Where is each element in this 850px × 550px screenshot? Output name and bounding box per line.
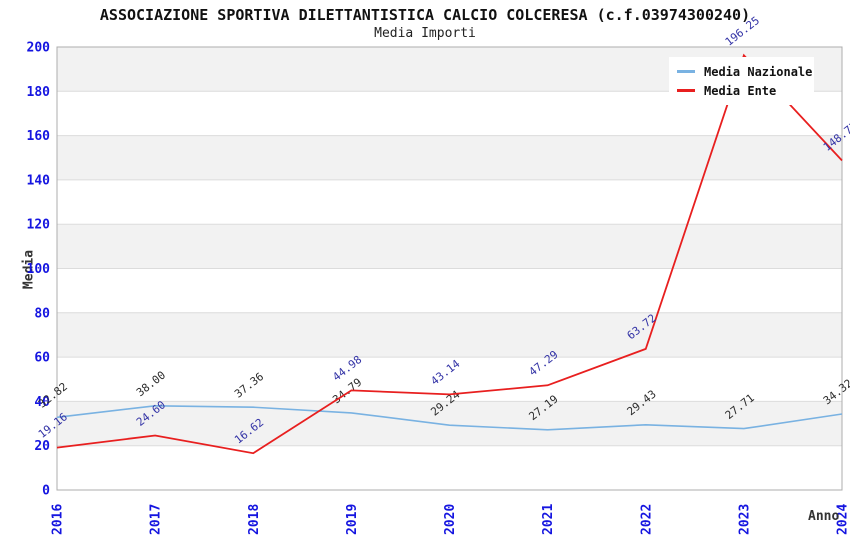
data-point-label: 37.36 (232, 370, 266, 401)
x-tick-label: 2023 (737, 504, 752, 535)
y-tick-label: 80 (34, 306, 50, 321)
plot-band (57, 135, 842, 180)
y-tick-label: 200 (27, 41, 51, 56)
chart-legend: Media Nazionale Media Ente (669, 57, 814, 105)
plot-band (57, 312, 842, 358)
data-point-label: 196.25 (723, 14, 762, 49)
chart-title: ASSOCIAZIONE SPORTIVA DILETTANTISTICA CA… (99, 6, 751, 24)
legend-label-media-nazionale: Media Nazionale (704, 64, 813, 79)
legend-item-media-ente: Media Ente (677, 81, 808, 100)
x-tick-label: 2024 (836, 504, 850, 535)
y-tick-label: 20 (34, 439, 50, 454)
y-tick-label: 160 (27, 129, 51, 144)
x-tick-label: 2017 (149, 504, 164, 535)
plot-band (57, 224, 842, 269)
x-axis-title: Anno (808, 509, 840, 524)
data-point-label: 38.00 (134, 369, 168, 400)
series-line-media-ente (56, 53, 843, 455)
y-tick-label: 100 (27, 262, 51, 277)
x-tick-label: 2021 (541, 504, 556, 535)
x-tick-label: 2022 (639, 504, 654, 535)
x-tick-label: 2019 (345, 504, 360, 535)
series-line-media-nazionale (56, 404, 843, 431)
x-tick-label: 2018 (247, 504, 262, 535)
y-tick-label: 60 (34, 351, 50, 366)
x-tick-label: 2020 (443, 504, 458, 535)
x-tick-label: 2016 (51, 504, 66, 535)
chart-subtitle: Media Importi (374, 26, 476, 41)
legend-swatch-media-ente-icon (677, 89, 695, 92)
data-point-label: 43.14 (428, 357, 462, 388)
plot-band (57, 401, 842, 446)
legend-label-media-ente: Media Ente (704, 83, 777, 98)
y-tick-label: 180 (27, 85, 51, 100)
plot-border (56, 46, 843, 491)
legend-swatch-media-nazionale-icon (677, 70, 695, 73)
y-tick-label: 40 (34, 395, 50, 410)
data-point-label: 44.98 (330, 353, 364, 384)
y-tick-label: 0 (42, 484, 50, 499)
y-tick-label: 140 (27, 173, 51, 188)
legend-item-media-nazionale: Media Nazionale (677, 62, 812, 81)
y-tick-label: 120 (27, 218, 51, 233)
